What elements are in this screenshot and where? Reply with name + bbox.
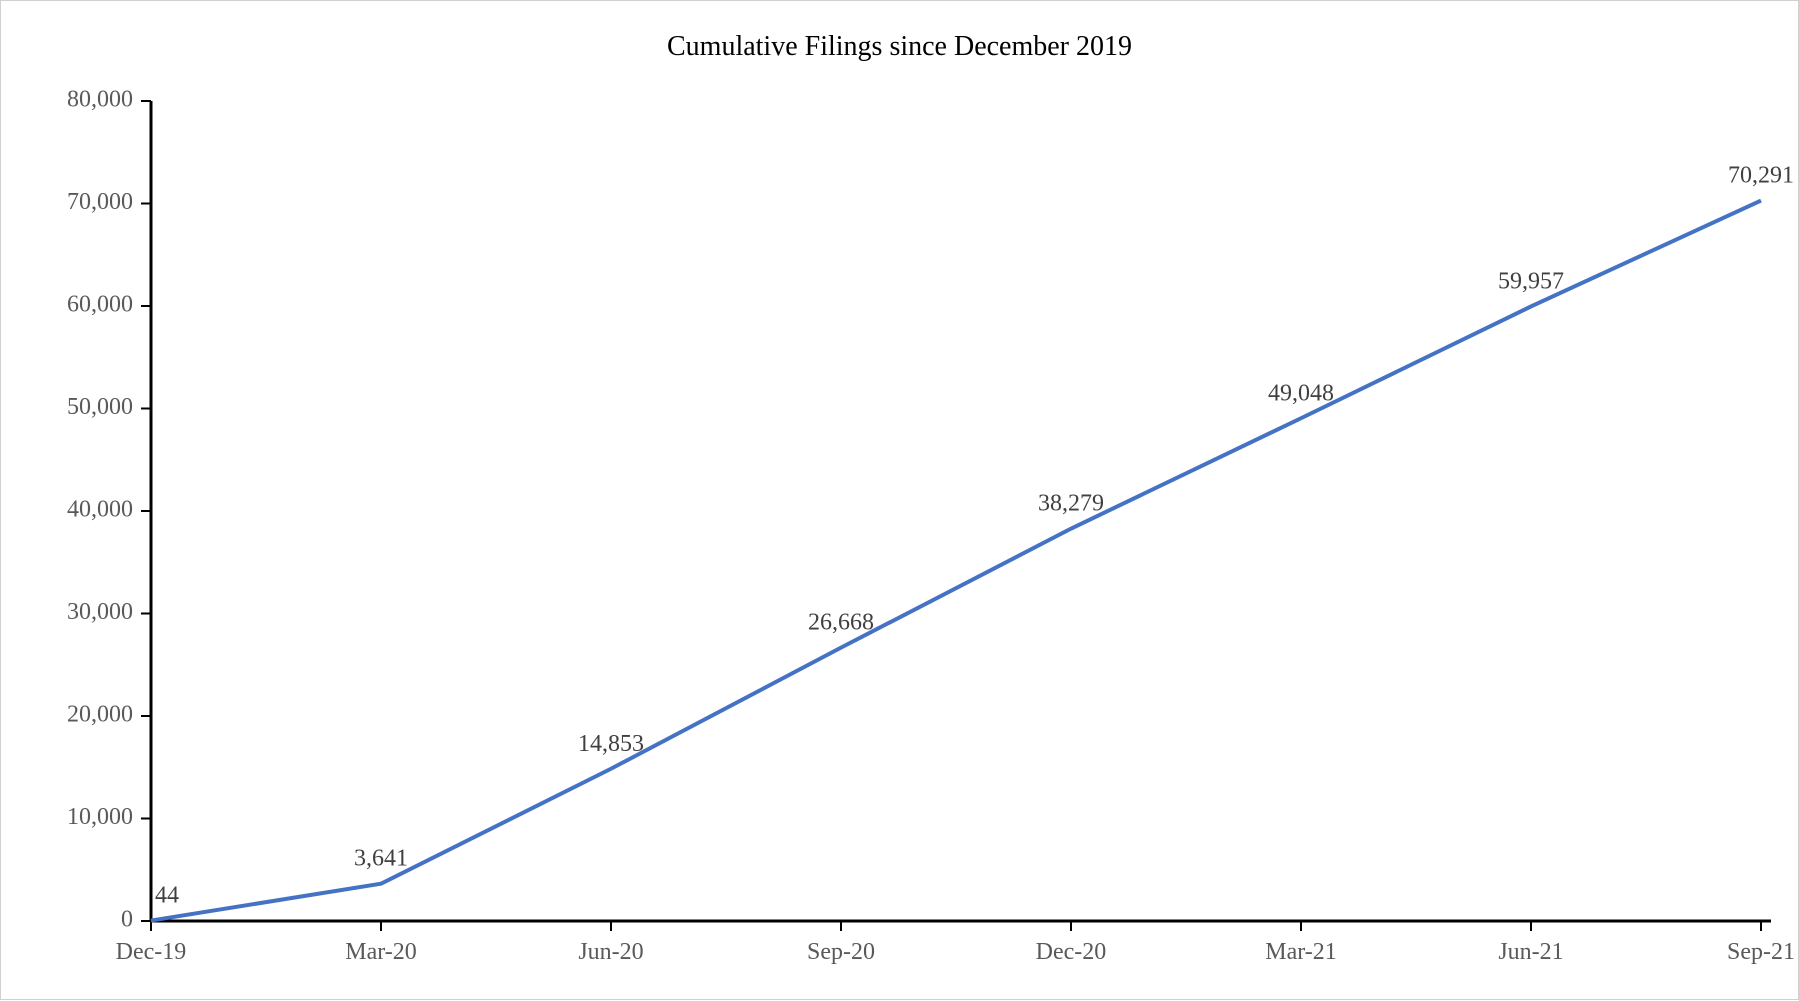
x-tick-label: Mar-20 [345, 939, 417, 965]
line-chart: 0 10,000 20,000 30,000 40,000 50,000 60,000 70,… [1, 1, 1799, 1001]
x-tick-label: Jun-20 [578, 939, 643, 965]
data-label: 3,641 [354, 846, 408, 872]
line-series [151, 201, 1761, 921]
x-tick-label: Sep-20 [807, 939, 875, 965]
x-tick-label: Sep-21 [1727, 939, 1795, 965]
x-tick-label: Dec-19 [116, 939, 187, 965]
data-label: 44 [155, 883, 179, 909]
data-label: 49,048 [1268, 380, 1334, 406]
x-tick-label: Dec-20 [1036, 939, 1107, 965]
y-tick-label: 20,000 [67, 702, 133, 728]
y-tick-label: 0 [121, 907, 133, 933]
data-label: 59,957 [1498, 268, 1564, 294]
y-tick-label: 80,000 [67, 87, 133, 113]
y-tick-label: 40,000 [67, 497, 133, 523]
y-tick-label: 30,000 [67, 599, 133, 625]
y-tick-label: 70,000 [67, 189, 133, 215]
chart-container: Cumulative Filings since December 2019 0… [0, 0, 1799, 1000]
data-label: 38,279 [1038, 491, 1104, 517]
y-tick-label: 10,000 [67, 804, 133, 830]
data-label: 14,853 [578, 731, 644, 757]
data-label: 26,668 [808, 610, 874, 636]
x-tick-label: Mar-21 [1265, 939, 1337, 965]
y-tick-label: 60,000 [67, 292, 133, 318]
x-tick-label: Jun-21 [1498, 939, 1563, 965]
y-tick-label: 50,000 [67, 394, 133, 420]
data-label: 70,291 [1728, 163, 1794, 189]
